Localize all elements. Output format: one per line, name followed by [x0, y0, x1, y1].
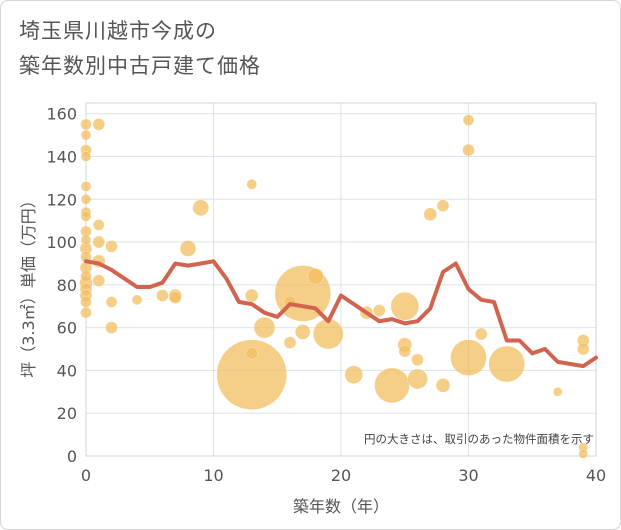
y-tick-label: 0 [67, 447, 77, 466]
average-line-series [84, 259, 598, 369]
bubble-point [92, 235, 105, 249]
bubble-point [80, 234, 92, 246]
bubble-point [398, 344, 411, 358]
bubble-point [577, 342, 590, 356]
bubble-point [105, 321, 118, 334]
bubble-point [216, 339, 287, 410]
bubble-point [80, 270, 92, 283]
bubble-point [192, 199, 209, 217]
bubble-point [390, 291, 419, 321]
bubble-point [245, 288, 259, 303]
bubble-point [313, 318, 344, 350]
x-axis-title: 築年数（年） [293, 497, 389, 516]
y-tick-label: 100 [46, 233, 77, 252]
bubble-point [80, 194, 92, 205]
y-tick-label: 60 [57, 319, 77, 338]
bubble-point [93, 219, 105, 231]
tick-labels: 0 20 40 60 80 100 120 140 160 0 10 20 30 40 [46, 105, 606, 485]
bubble-point [423, 207, 437, 221]
bubble-point [80, 211, 92, 222]
y-tick-label: 140 [46, 147, 77, 166]
bubble-point [80, 306, 92, 319]
bubble-point [450, 339, 487, 376]
bubble-point [373, 304, 386, 317]
bubble-point [92, 274, 105, 287]
x-tick-label: 10 [203, 466, 223, 485]
bubble-point [245, 347, 258, 360]
bubble-point [344, 365, 363, 384]
x-tick-label: 40 [586, 466, 606, 485]
x-tick-label: 20 [331, 466, 351, 485]
bubble-point [80, 296, 92, 308]
bubble-point [436, 199, 450, 212]
bubble-point [411, 353, 424, 366]
bubble-point [307, 268, 324, 285]
bubble-point [156, 289, 169, 302]
bubble-point [283, 336, 297, 349]
bubble-point [80, 181, 92, 192]
bubble-point [462, 143, 475, 157]
bubble-point [179, 240, 197, 257]
bubble-point [462, 114, 475, 126]
y-axis-title: 坪（3.3㎡）単価（万円） [19, 192, 38, 377]
bubble-point [105, 296, 118, 308]
bubble-point [80, 129, 92, 141]
y-tick-label: 20 [57, 404, 77, 423]
bubble-point [407, 368, 428, 390]
y-tick-label: 160 [46, 105, 77, 124]
bubble-point [246, 179, 257, 190]
x-tick-label: 30 [458, 466, 478, 485]
y-tick-label: 120 [46, 190, 77, 209]
bubble-point [105, 240, 118, 253]
bubble-point [253, 316, 276, 339]
bubble-point [553, 387, 563, 397]
chart-title: 埼玉県川越市今成の 築年数別中古戸建て価格 [19, 14, 261, 84]
bubble-point [488, 345, 525, 383]
bubble-point [80, 151, 92, 162]
bubble-point [80, 118, 92, 131]
bubble-point [435, 378, 451, 393]
y-tick-label: 40 [57, 361, 77, 380]
bubble-point [131, 294, 143, 306]
x-tick-label: 0 [81, 466, 91, 485]
bubble-point [295, 324, 311, 340]
bubble-point [475, 327, 488, 341]
average-price-line [84, 259, 598, 369]
bubble-point [374, 367, 410, 404]
size-annotation: 円の大きさは、取引のあった物件面積を示す [364, 432, 594, 446]
bubble-point [578, 449, 588, 459]
bubble-point [169, 291, 182, 304]
chart-title-line-2: 築年数別中古戸建て価格 [19, 54, 261, 78]
chart-title-line-1: 埼玉県川越市今成の [19, 19, 217, 43]
y-tick-label: 80 [57, 276, 77, 295]
bubble-point [92, 118, 105, 131]
